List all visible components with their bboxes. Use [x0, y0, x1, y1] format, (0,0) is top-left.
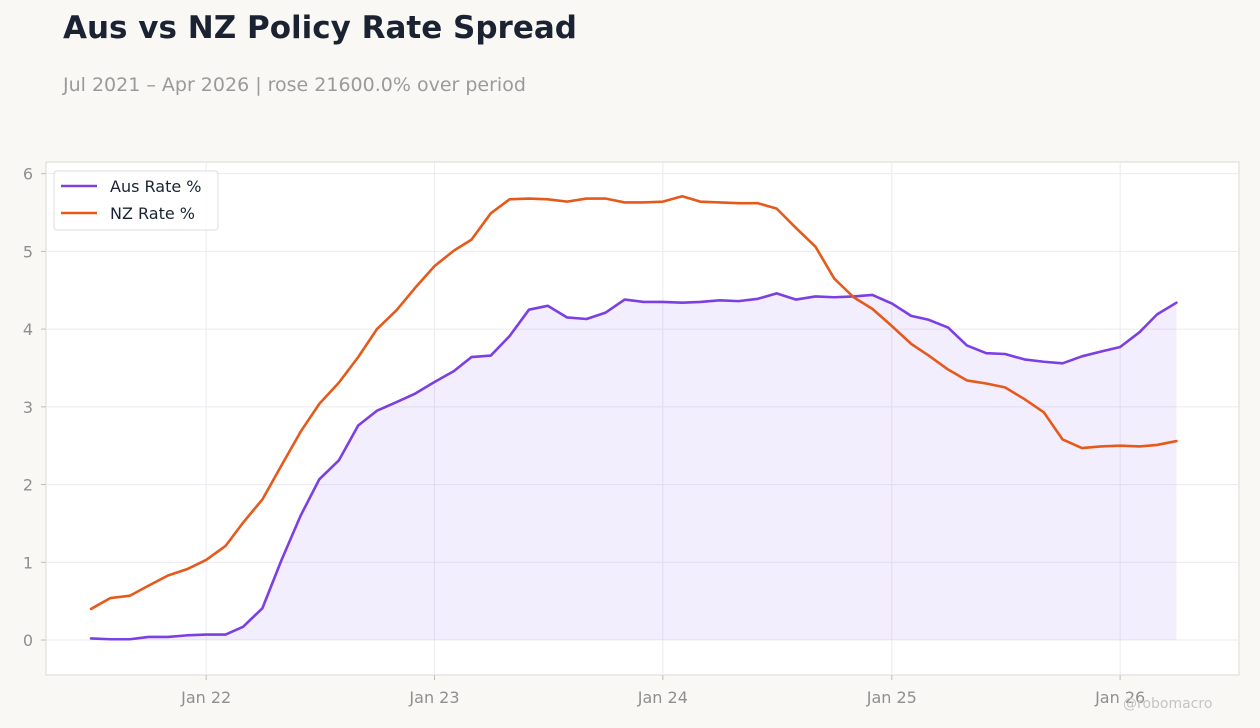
y-tick-label: 2 [23, 476, 33, 495]
x-axis: Jan 22 Jan 23 Jan 24 Jan 25 Jan 26 [180, 675, 1145, 707]
y-tick-label: 5 [23, 242, 33, 261]
x-tick-label: Jan 23 [408, 688, 459, 707]
plot-area [45, 161, 1240, 676]
chart-title: Aus vs NZ Policy Rate Spread [63, 10, 577, 46]
series-area-0 [91, 293, 1177, 641]
x-tick-label: Jan 25 [866, 688, 917, 707]
legend-label: Aus Rate % [110, 177, 201, 196]
x-tick-label: Jan 22 [180, 688, 231, 707]
x-tick-label: Jan 26 [1094, 688, 1145, 707]
chart-subtitle: Jul 2021 – Apr 2026 | rose 21600.0% over… [63, 74, 526, 96]
watermark: @robomacro [1123, 696, 1213, 712]
legend-label: NZ Rate % [110, 204, 195, 223]
series-line-1 [89, 194, 1178, 611]
y-tick-label: 0 [23, 631, 33, 650]
series-group [89, 194, 1178, 641]
y-tick-label: 3 [23, 398, 33, 417]
legend: Aus Rate % NZ Rate % [53, 170, 219, 231]
y-tick-label: 6 [23, 165, 33, 184]
x-tick-label: Jan 24 [637, 688, 688, 707]
series-line-0 [89, 292, 1178, 641]
y-tick-label: 1 [23, 553, 33, 572]
y-axis: 0 1 2 3 4 5 6 [23, 165, 46, 650]
grid-lines [46, 162, 1239, 675]
y-tick-label: 4 [23, 320, 33, 339]
